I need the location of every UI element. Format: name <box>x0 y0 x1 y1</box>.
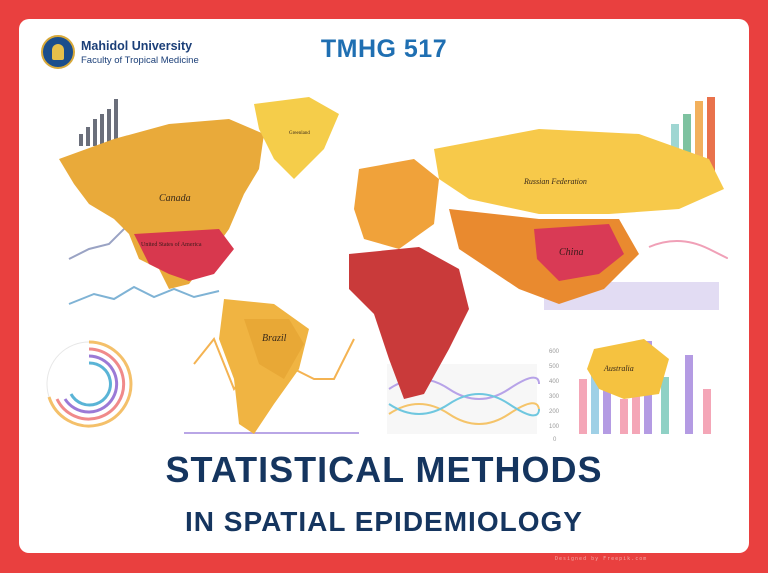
label-russia: Russian Federation <box>523 177 587 186</box>
brazil-shape <box>244 319 304 379</box>
faculty-name: Faculty of Tropical Medicine <box>81 55 199 66</box>
label-brazil: Brazil <box>262 333 287 344</box>
label-china: China <box>559 247 583 258</box>
university-seal-logo <box>41 35 75 69</box>
y-tick: 200 <box>549 409 560 415</box>
title-line-2: IN SPATIAL EPIDEMIOLOGY <box>185 506 583 537</box>
y-tick: 300 <box>549 394 560 400</box>
australia-shape <box>587 339 669 399</box>
university-name: Mahidol University <box>81 39 193 53</box>
europe-shape <box>354 159 439 249</box>
label-usa: United States of America <box>141 241 202 248</box>
y-tick: 0 <box>553 437 557 443</box>
bar-chart-y-axis: 600 500 400 300 200 100 0 <box>549 349 560 443</box>
title-line-1: STATISTICAL METHODS <box>165 449 603 490</box>
usa-shape <box>134 229 234 281</box>
label-australia: Australia <box>603 364 634 373</box>
y-tick: 400 <box>549 379 560 385</box>
russia-shape <box>434 129 724 214</box>
poster-card: Canada United States of America Brazil R… <box>19 19 749 553</box>
china-shape <box>534 224 624 281</box>
greenland-shape <box>254 97 339 179</box>
africa-shape <box>349 247 469 399</box>
designer-credit: Designed by Freepik.com <box>555 556 648 562</box>
label-greenland: Greenland <box>289 131 310 136</box>
label-canada: Canada <box>159 193 191 204</box>
pie-ring-chart <box>46 340 133 428</box>
course-code: TMHG 517 <box>320 35 448 63</box>
y-tick: 100 <box>549 424 560 430</box>
y-tick: 500 <box>549 364 560 370</box>
map-illustration: Canada United States of America Brazil R… <box>46 97 728 443</box>
top-left-bar-chart <box>79 99 118 146</box>
y-tick: 600 <box>549 349 560 355</box>
